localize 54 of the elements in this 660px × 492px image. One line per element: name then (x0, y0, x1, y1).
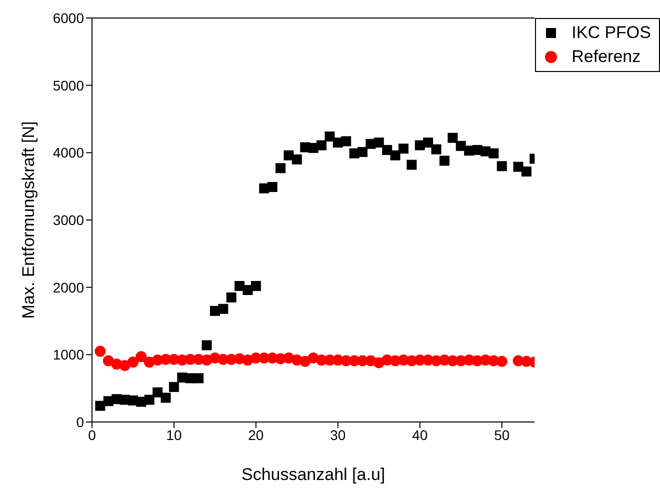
point (95, 400, 106, 411)
point (341, 136, 352, 146)
point (168, 382, 179, 392)
point (218, 304, 228, 314)
y-tick-label: 6000 (52, 10, 84, 26)
point (431, 144, 442, 154)
point (144, 394, 154, 405)
y-tick-label: 0 (76, 414, 84, 430)
y-tick-label: 2000 (52, 279, 84, 296)
point (488, 148, 499, 158)
legend-label: IKC PFOS (572, 22, 651, 44)
x-tick-label: 0 (88, 426, 96, 443)
point (276, 163, 286, 174)
x-tick-label: 30 (330, 426, 346, 443)
point (226, 292, 236, 302)
y-tick-label: 1000 (52, 346, 84, 363)
point (127, 356, 138, 368)
point (284, 150, 294, 160)
point (136, 351, 147, 362)
point (448, 132, 458, 143)
y-tick-label: 3000 (52, 212, 84, 228)
y-tick-label: 5000 (52, 77, 84, 94)
x-tick-label: 20 (248, 426, 264, 443)
point (267, 182, 278, 192)
point (316, 140, 327, 150)
y-tick-label: 4000 (52, 144, 84, 161)
point (398, 144, 408, 154)
point (300, 356, 311, 367)
point (439, 156, 450, 166)
point (292, 154, 302, 164)
point (423, 138, 434, 148)
point (202, 340, 212, 350)
y-axis-title: Max. Entformungskraft [N] (19, 121, 38, 319)
x-tick-label: 40 (412, 426, 428, 443)
point (160, 392, 171, 403)
x-tick-label: 50 (494, 426, 510, 443)
point (390, 150, 400, 160)
point (513, 162, 524, 172)
point (406, 160, 417, 170)
point (382, 144, 392, 155)
point (324, 132, 335, 142)
point (521, 166, 532, 177)
legend-label: Referenz (572, 46, 641, 68)
point (194, 373, 204, 384)
point (358, 146, 368, 157)
point (496, 161, 507, 172)
point (94, 346, 106, 357)
point (242, 285, 253, 296)
point (374, 138, 384, 148)
point (250, 280, 261, 291)
point (496, 356, 508, 367)
x-tick-label: 10 (166, 426, 182, 443)
point (152, 387, 163, 398)
x-axis-title: Schussanzahl [a.u] (241, 465, 386, 484)
